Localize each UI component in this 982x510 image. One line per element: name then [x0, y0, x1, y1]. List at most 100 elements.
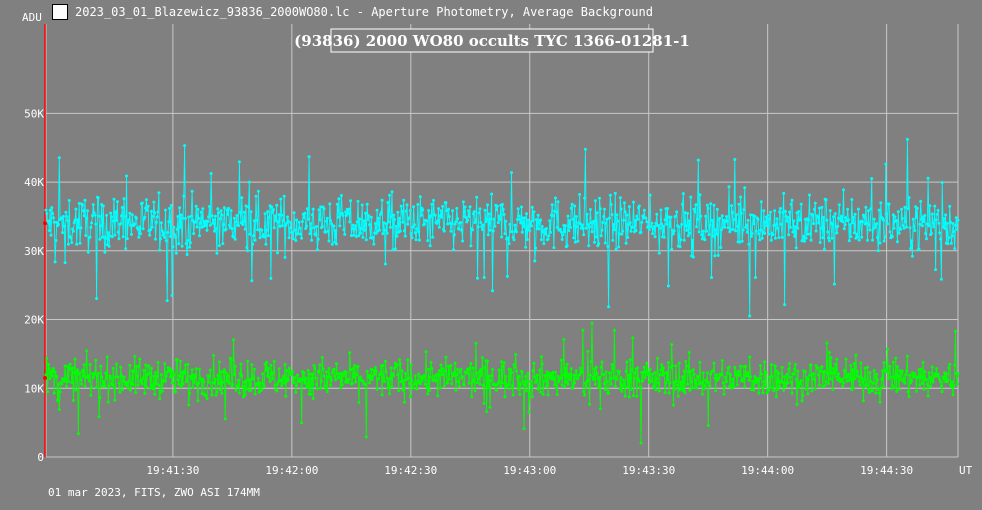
data-point: [270, 205, 274, 209]
data-point: [304, 376, 308, 380]
data-point: [178, 359, 182, 363]
data-point: [719, 246, 723, 249]
data-point: [828, 209, 832, 213]
data-point: [671, 364, 674, 368]
data-point: [795, 402, 799, 406]
data-point: [554, 210, 558, 214]
data-point: [606, 244, 610, 248]
data-point: [563, 230, 567, 234]
data-point: [483, 208, 487, 212]
data-point: [814, 229, 818, 233]
data-point: [620, 232, 624, 236]
data-point: [330, 371, 334, 375]
data-point: [79, 226, 83, 230]
data-point: [208, 368, 212, 372]
data-point: [530, 205, 534, 209]
x-tick-label: 19:41:30: [146, 464, 199, 477]
data-point: [732, 218, 736, 221]
data-point: [207, 215, 211, 219]
data-point: [681, 375, 684, 379]
data-point: [255, 218, 259, 222]
data-point: [623, 394, 627, 398]
data-point: [375, 387, 379, 391]
data-point: [370, 378, 374, 382]
data-point: [825, 341, 829, 345]
data-point: [385, 231, 389, 235]
data-point: [790, 198, 794, 202]
data-point: [821, 385, 825, 389]
data-point: [797, 210, 801, 213]
data-point: [61, 231, 65, 235]
data-point: [890, 387, 894, 391]
data-point: [354, 235, 358, 238]
data-point: [474, 218, 478, 222]
data-point: [632, 394, 635, 398]
data-point: [942, 377, 946, 381]
data-point: [515, 217, 519, 221]
data-point: [681, 192, 685, 196]
data-point: [632, 200, 635, 204]
data-point: [250, 363, 254, 367]
data-point: [707, 380, 711, 384]
data-point: [170, 381, 174, 385]
data-point: [915, 389, 918, 393]
data-point: [62, 379, 66, 383]
data-point: [519, 221, 523, 225]
data-point: [236, 384, 240, 388]
data-point: [226, 212, 230, 216]
data-point: [219, 209, 223, 213]
data-point: [252, 234, 255, 238]
data-point: [655, 377, 659, 381]
data-point: [911, 217, 915, 221]
data-point: [500, 235, 504, 239]
data-point: [789, 202, 793, 206]
data-point: [299, 232, 303, 236]
data-point: [393, 247, 397, 251]
data-point: [150, 384, 154, 388]
data-point: [729, 373, 733, 377]
data-point: [403, 229, 406, 233]
data-point: [633, 371, 637, 375]
data-point: [254, 194, 258, 198]
data-point: [395, 363, 399, 367]
data-point: [406, 222, 410, 226]
data-point: [283, 255, 287, 259]
data-point: [116, 230, 120, 234]
data-point: [83, 198, 87, 202]
data-point: [622, 382, 626, 386]
data-point: [256, 383, 260, 387]
data-point: [447, 207, 450, 211]
data-point: [732, 385, 736, 389]
data-point: [168, 206, 172, 210]
data-point: [90, 385, 94, 389]
data-point: [704, 214, 708, 218]
footer-info: 01 mar 2023, FITS, ZWO ASI 174MM: [48, 486, 260, 499]
data-point: [588, 225, 591, 229]
data-point: [455, 373, 459, 376]
data-point: [896, 210, 900, 214]
data-point: [764, 220, 767, 224]
data-point: [404, 209, 408, 213]
data-point: [866, 209, 870, 213]
data-point: [137, 364, 141, 368]
data-point: [414, 382, 418, 386]
data-point: [593, 199, 597, 203]
data-point: [233, 364, 237, 368]
data-point: [269, 276, 273, 280]
data-point: [576, 377, 580, 381]
data-point: [394, 224, 398, 228]
data-point: [735, 225, 739, 228]
data-point: [612, 228, 616, 232]
data-point: [700, 233, 704, 237]
data-point: [514, 353, 518, 356]
data-point: [326, 229, 330, 233]
app-icon[interactable]: [52, 4, 68, 20]
data-point: [928, 376, 932, 380]
data-point: [894, 356, 898, 360]
data-point: [550, 203, 554, 207]
data-point: [861, 220, 865, 224]
data-point: [480, 373, 484, 377]
data-point: [817, 383, 821, 387]
data-point: [339, 386, 343, 390]
data-point: [310, 377, 314, 381]
